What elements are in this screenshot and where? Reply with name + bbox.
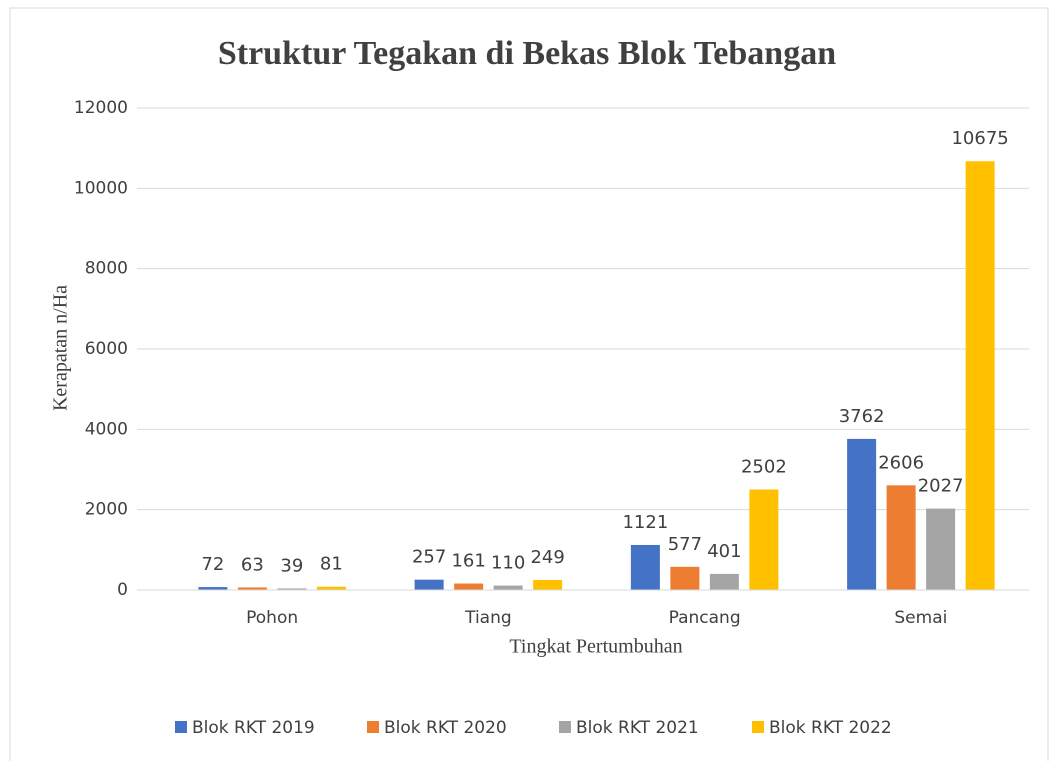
bar: [198, 587, 228, 590]
data-label: 2502: [741, 457, 787, 478]
data-label: 577: [668, 534, 702, 555]
x-tick-label: Semai: [894, 608, 947, 628]
data-label: 257: [412, 547, 446, 568]
data-label: 249: [530, 547, 564, 568]
bar: [454, 583, 484, 590]
legend-swatch: [175, 721, 187, 733]
legend-label: Blok RKT 2022: [769, 718, 892, 738]
bar: [749, 489, 779, 590]
bar: [630, 544, 660, 590]
legend-swatch: [559, 721, 571, 733]
data-label: 63: [241, 554, 264, 575]
data-label: 161: [451, 551, 485, 572]
legend-swatch: [752, 721, 764, 733]
y-tick-label: 8000: [85, 259, 128, 279]
x-tick-label: Tiang: [464, 608, 512, 628]
chart-title: Struktur Tegakan di Bekas Blok Tebangan: [218, 35, 836, 72]
data-label: 2027: [918, 476, 964, 497]
y-tick-label: 10000: [74, 178, 128, 198]
y-tick-label: 12000: [74, 98, 128, 118]
y-axis-label: Kerapatan n/Ha: [50, 285, 72, 411]
y-tick-label: 4000: [85, 419, 128, 439]
x-tick-label: Pancang: [669, 608, 741, 628]
data-label: 81: [320, 554, 343, 575]
data-label: 1121: [622, 512, 668, 533]
y-tick-label: 6000: [85, 339, 128, 359]
y-tick-label: 0: [117, 580, 128, 600]
bar: [926, 508, 956, 590]
data-label: 72: [201, 554, 224, 575]
data-label: 3762: [839, 406, 885, 427]
x-tick-label: Pohon: [246, 608, 298, 628]
bar: [965, 161, 995, 591]
data-label: 2606: [878, 452, 924, 473]
x-axis-label: Tingkat Pertumbuhan: [509, 636, 682, 658]
bar: [670, 566, 700, 590]
bar: [316, 586, 346, 590]
bar: [533, 579, 563, 590]
data-label: 10675: [951, 128, 1008, 149]
bar: [237, 587, 267, 590]
legend-swatch: [367, 721, 379, 733]
y-tick-label: 2000: [85, 500, 128, 520]
legend-label: Blok RKT 2019: [192, 718, 315, 738]
legend-label: Blok RKT 2020: [384, 718, 507, 738]
legend-label: Blok RKT 2021: [576, 718, 699, 738]
bar: [277, 588, 307, 590]
data-label: 39: [280, 555, 303, 576]
data-label: 110: [491, 553, 525, 574]
chart-border: [9, 7, 1049, 761]
data-label: 401: [707, 541, 741, 562]
bar: [886, 485, 916, 590]
bar: [709, 573, 739, 590]
bar: [493, 585, 523, 590]
bar: [847, 438, 877, 590]
bar: [414, 579, 444, 590]
